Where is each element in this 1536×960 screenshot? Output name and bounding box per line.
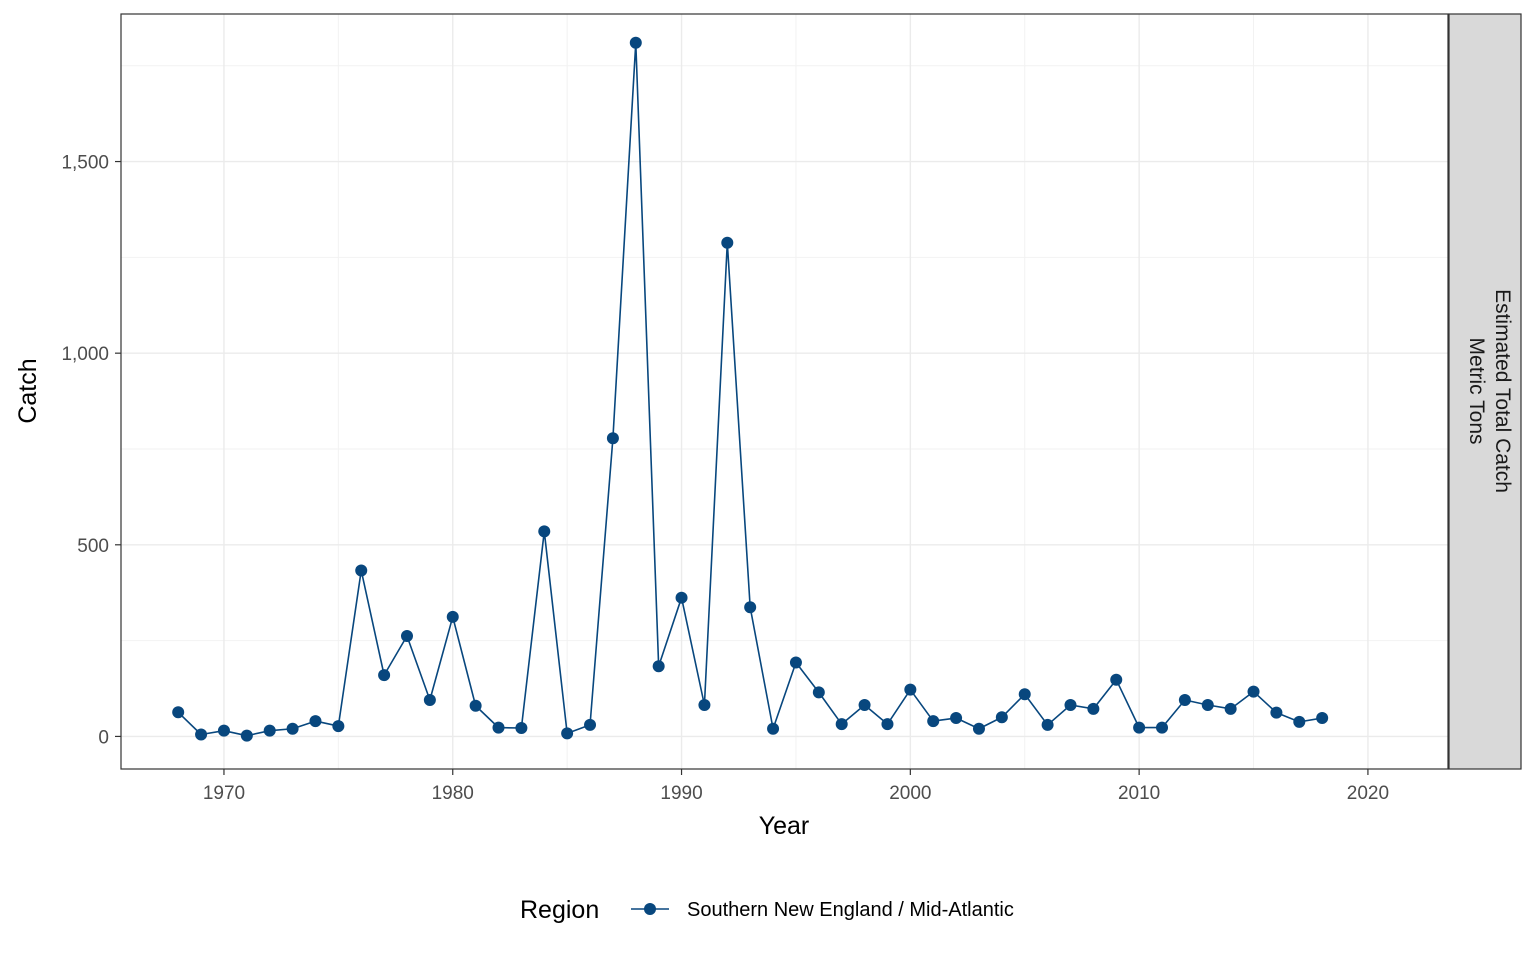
data-point [606,432,619,445]
data-point [538,525,551,538]
grid-major [121,14,1448,769]
data-point [332,720,345,733]
data-point [400,630,413,643]
data-point [217,724,230,737]
y-axis-ticks: 0 500 1,000 1,500 [61,153,121,748]
data-point [881,718,894,731]
data-point [1018,688,1031,701]
y-axis-title: Catch [14,358,42,423]
facet-strip [1448,13,1522,770]
data-point [698,698,711,711]
data-point [767,722,780,735]
data-point [263,724,276,737]
data-point [309,715,322,728]
data-point [1087,702,1100,715]
legend-label: Southern New England / Mid-Atlantic [687,899,1014,921]
data-point [629,36,642,49]
x-tick-label: 1980 [432,783,474,804]
data-point [721,236,734,249]
x-axis-ticks: 1970 1980 1990 2000 2010 2020 [203,769,1389,804]
y-tick-label: 1,500 [61,153,109,174]
legend: Region Southern New England / Mid-Atlant… [520,896,1014,924]
data-point [789,656,802,669]
data-point [675,591,688,604]
data-point [1156,721,1169,734]
data-point [1133,721,1146,734]
data-point [446,610,459,623]
data-point [1224,702,1237,715]
data-point [904,683,917,696]
data-point [172,706,185,719]
series-layer [172,36,1329,742]
data-point [744,601,757,614]
data-point [812,686,825,699]
x-tick-label: 2000 [889,783,931,804]
data-point [1270,706,1283,719]
data-point [927,715,940,728]
data-point [561,727,574,740]
facet-strip-line-1: Estimated Total Catch [1491,289,1514,493]
data-point [584,718,597,731]
data-point [835,718,848,731]
data-point [995,711,1008,724]
y-tick-label: 1,000 [61,344,109,365]
data-point [355,564,368,577]
x-tick-label: 2020 [1347,783,1389,804]
data-point [423,694,436,707]
data-point [950,712,963,725]
facet-strip-line-2: Metric Tons [1465,338,1488,445]
plot-panel [121,14,1448,769]
data-point [972,722,985,735]
grid-minor [121,14,1448,769]
plot-panel-border [120,13,1449,770]
data-point [286,722,299,735]
data-point [515,721,528,734]
data-point [1041,718,1054,731]
data-point [1247,685,1260,698]
data-point [652,660,665,673]
data-point [1110,673,1123,686]
data-point [469,699,482,712]
data-point [1201,698,1214,711]
data-point [1316,712,1329,725]
x-axis-title: Year [759,812,810,840]
x-tick-label: 1970 [203,783,245,804]
legend-title: Region [520,896,599,924]
data-point [195,728,208,741]
x-tick-label: 2010 [1118,783,1160,804]
data-point [492,721,505,734]
data-point [378,669,391,682]
data-point [1178,694,1191,707]
y-tick-label: 500 [77,536,109,557]
x-tick-label: 1990 [660,783,702,804]
legend-key-point [644,903,656,915]
data-point [1293,715,1306,728]
data-point [858,698,871,711]
data-point [240,729,253,742]
y-tick-label: 0 [98,727,109,748]
data-point [1064,698,1077,711]
